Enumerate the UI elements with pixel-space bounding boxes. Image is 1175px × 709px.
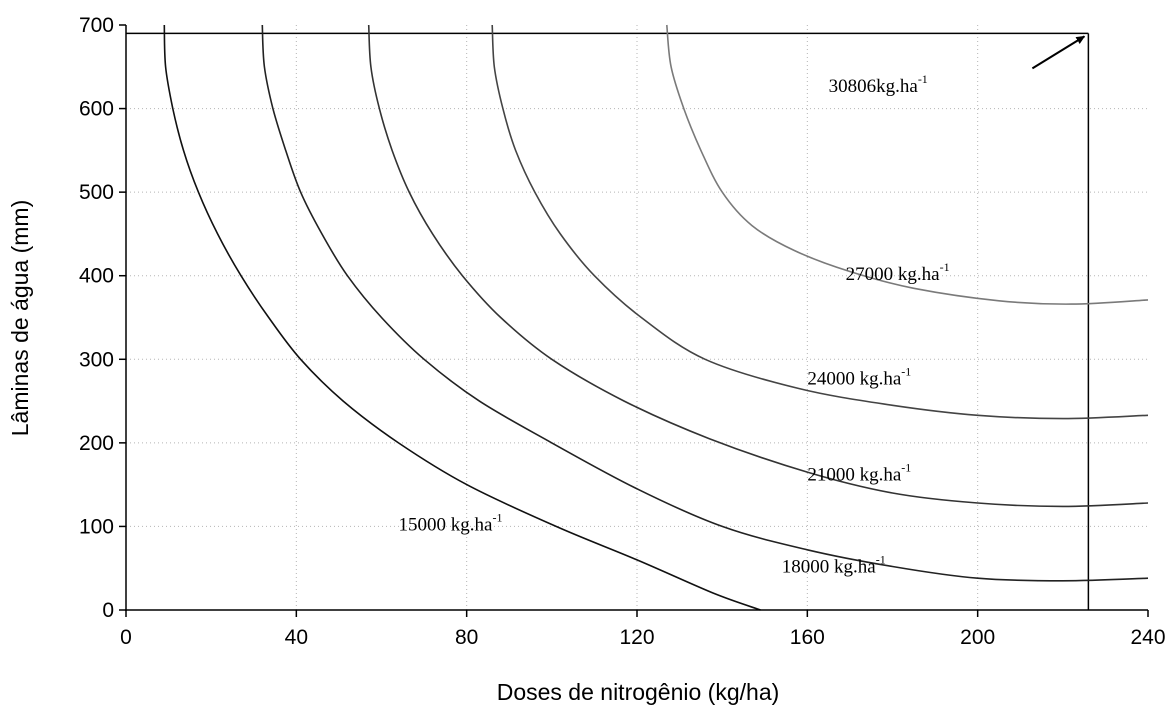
contour-label-3-superscript: -1 bbox=[901, 460, 911, 474]
contour-label-5-text: 27000 kg.ha bbox=[846, 264, 941, 285]
contour-label-2: 18000 kg.ha-1 bbox=[782, 552, 886, 577]
optimum-reference bbox=[126, 32, 1090, 610]
contour-label-2-superscript: -1 bbox=[876, 552, 886, 566]
contour-line-3 bbox=[367, 24, 1149, 508]
y-tick-label: 700 bbox=[79, 14, 114, 37]
y-tick-label: 300 bbox=[79, 348, 114, 371]
x-tick-label: 0 bbox=[120, 626, 132, 649]
contour-label-5: 27000 kg.ha-1 bbox=[846, 260, 950, 285]
contour-label-4-superscript: -1 bbox=[901, 364, 911, 378]
contour-lines bbox=[163, 24, 1149, 611]
x-axis-title: Doses de nitrogênio (kg/ha) bbox=[497, 679, 780, 705]
contour-label-3-text: 21000 kg.ha bbox=[807, 464, 902, 485]
contour-label-3: 21000 kg.ha-1 bbox=[807, 460, 911, 485]
x-tick-label: 160 bbox=[790, 626, 825, 649]
x-tick-label: 120 bbox=[619, 626, 654, 649]
contour-label-1-text: 15000 kg.ha bbox=[399, 515, 494, 536]
y-tick-label: 200 bbox=[79, 432, 114, 455]
x-tick-label: 200 bbox=[960, 626, 995, 649]
contour-label-1-superscript: -1 bbox=[492, 511, 502, 525]
y-tick-label: 100 bbox=[79, 515, 114, 538]
optimum-label-superscript: -1 bbox=[918, 72, 928, 86]
contour-label-2-text: 18000 kg.ha bbox=[782, 556, 877, 577]
y-tick-label: 400 bbox=[79, 265, 114, 288]
axes: 0 40 80 120 160 200 240 0 100 200 300 400 500 600 700 bbox=[79, 14, 1166, 649]
contour-label-1: 15000 kg.ha-1 bbox=[399, 511, 503, 536]
y-tick-label: 600 bbox=[79, 98, 114, 121]
optimum-label: 30806kg.ha-1 bbox=[829, 72, 928, 97]
contour-label-4: 24000 kg.ha-1 bbox=[807, 364, 911, 389]
contour-label-4-text: 24000 kg.ha bbox=[807, 368, 902, 389]
optimum-arrow-icon bbox=[1031, 35, 1086, 70]
grid-lines bbox=[126, 25, 1148, 610]
x-tick-label: 240 bbox=[1130, 626, 1165, 649]
contour-line-1 bbox=[163, 24, 761, 611]
x-tick-label: 80 bbox=[455, 626, 478, 649]
contour-line-5 bbox=[666, 24, 1149, 305]
y-axis-title: Lâminas de água (mm) bbox=[7, 200, 33, 437]
y-tick-label: 500 bbox=[79, 181, 114, 204]
optimum-label-text: 30806kg.ha bbox=[829, 76, 919, 97]
contour-label-5-superscript: -1 bbox=[940, 260, 950, 274]
contour-line-2 bbox=[261, 24, 1149, 582]
y-tick-label: 0 bbox=[102, 599, 114, 622]
contour-line-4 bbox=[491, 24, 1149, 420]
x-tick-label: 40 bbox=[285, 626, 308, 649]
